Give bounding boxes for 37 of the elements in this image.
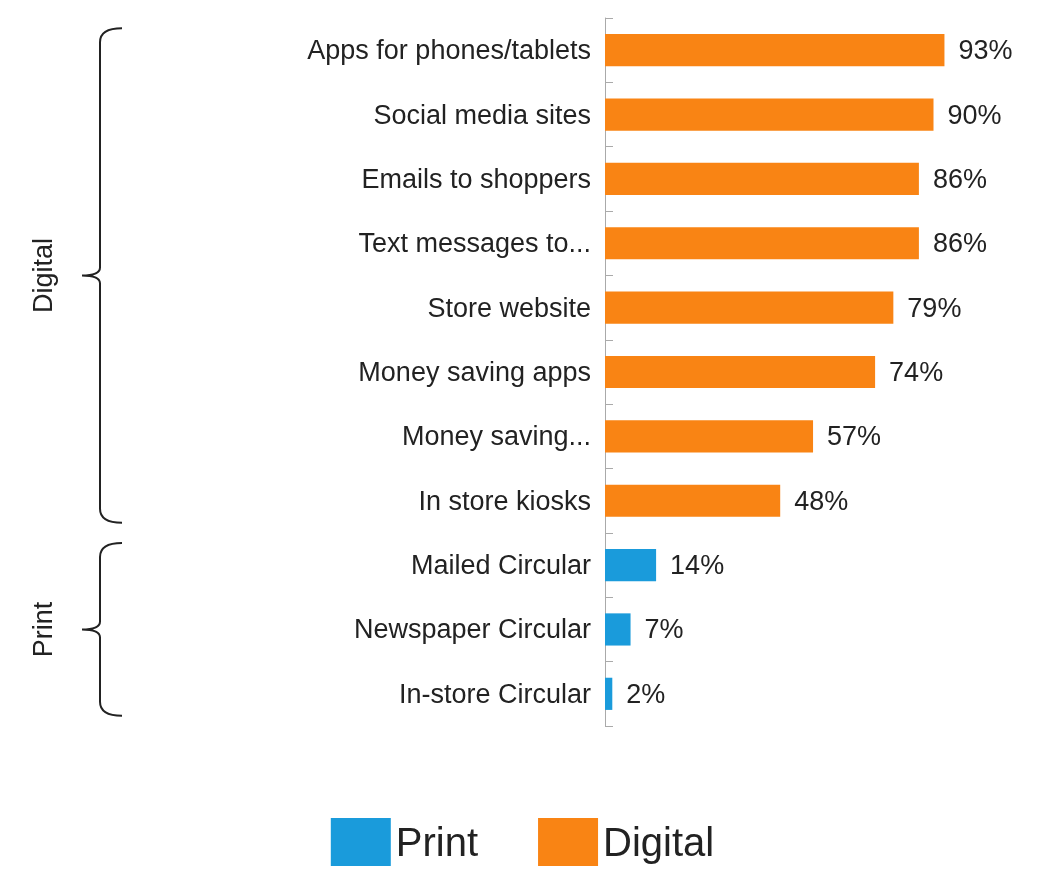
y-tick-label: In-store Circular [398, 678, 592, 709]
bar [605, 613, 631, 646]
y-tick-label: Money saving apps [358, 357, 591, 387]
text: Print [28, 601, 58, 658]
bar [605, 162, 919, 195]
bar [605, 484, 781, 517]
y-tick-label: Apps for phones/tablets [307, 35, 591, 66]
bar [605, 355, 876, 389]
y-tick-label: Store website [427, 292, 591, 323]
y-tick-label: Text messages to... [358, 228, 591, 259]
data-label: 93% [958, 35, 1013, 66]
bar [605, 677, 613, 710]
legend-label: Digital [603, 820, 715, 864]
bar [605, 420, 814, 453]
legend-label: Print [395, 820, 479, 864]
y-tick-label: Mailed Circular [410, 550, 591, 581]
bar [605, 98, 934, 131]
bar [605, 34, 945, 67]
text: Digital [28, 237, 58, 313]
bar [605, 291, 894, 324]
data-label: 14% [670, 550, 725, 581]
data-label: 57% [827, 421, 882, 452]
data-label: 74% [889, 357, 944, 387]
data-label: 86% [932, 228, 987, 259]
y-tick-label: In store kiosks [418, 485, 591, 516]
data-label: 2% [626, 678, 666, 709]
data-label: 79% [907, 292, 962, 323]
data-label: 7% [644, 614, 684, 645]
y-tick-label: Emails to shoppers [361, 163, 591, 194]
data-label: 48% [794, 485, 849, 516]
bar [605, 549, 657, 582]
y-tick-label: Social media sites [373, 99, 591, 130]
data-label: 90% [947, 99, 1002, 130]
data-label: 86% [932, 163, 987, 194]
y-tick-label: Newspaper Circular [353, 614, 591, 645]
y-tick-label: Money saving... [401, 421, 591, 452]
bar [605, 227, 919, 260]
